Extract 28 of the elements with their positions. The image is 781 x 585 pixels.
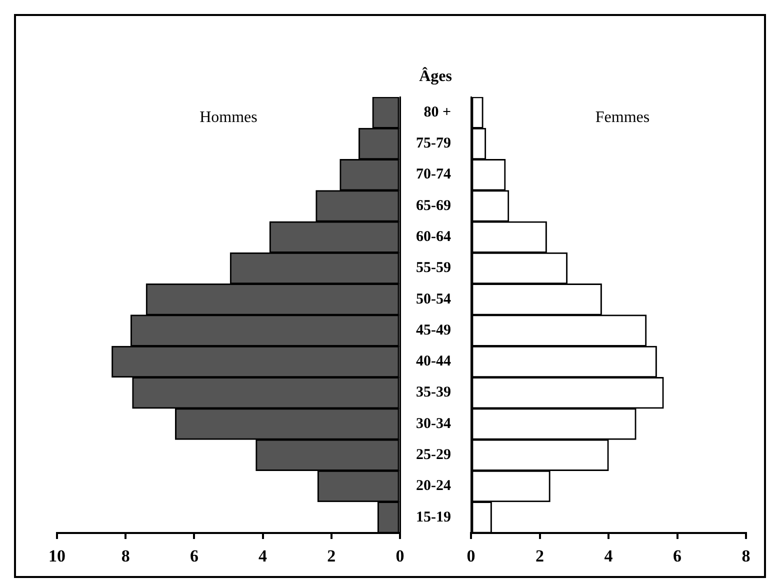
y-tick-label: 15-19 — [416, 509, 451, 526]
y-tick-label: 30-34 — [416, 416, 452, 432]
y-tick-label: 40-44 — [416, 354, 452, 370]
x-tick-label: 2 — [536, 546, 544, 566]
y-tick-label: 25-29 — [416, 447, 451, 464]
x-tick-label: 2 — [327, 546, 336, 566]
y-tick-label: 65-69 — [416, 198, 451, 214]
x-tick-label: 6 — [673, 546, 682, 566]
y-tick-label: 80 + — [424, 104, 451, 120]
x-tick-label: 4 — [604, 546, 614, 566]
y-tick-label: 70-74 — [416, 166, 452, 183]
y-tick-label: 60-64 — [416, 229, 452, 246]
y-tick-label: 50-54 — [416, 291, 452, 308]
x-tick-label: 0 — [466, 546, 476, 566]
y-axis-title: Âges — [419, 67, 452, 86]
x-tick-label: 0 — [396, 546, 404, 566]
text: Hommes — [200, 109, 258, 126]
x-tick-label: 10 — [48, 546, 66, 566]
text: Femmes — [595, 109, 650, 126]
x-tick-label: 8 — [121, 546, 130, 566]
y-tick-label: 35-39 — [416, 384, 451, 401]
y-tick-label: 55-59 — [416, 260, 451, 276]
y-tick-label: 45-49 — [416, 322, 451, 338]
x-tick-label: 8 — [742, 546, 750, 566]
y-tick-label: 20-24 — [416, 478, 452, 494]
y-tick-label: 75-79 — [416, 136, 451, 152]
x-tick-label: 4 — [258, 546, 268, 566]
x-tick-label: 6 — [190, 546, 198, 566]
